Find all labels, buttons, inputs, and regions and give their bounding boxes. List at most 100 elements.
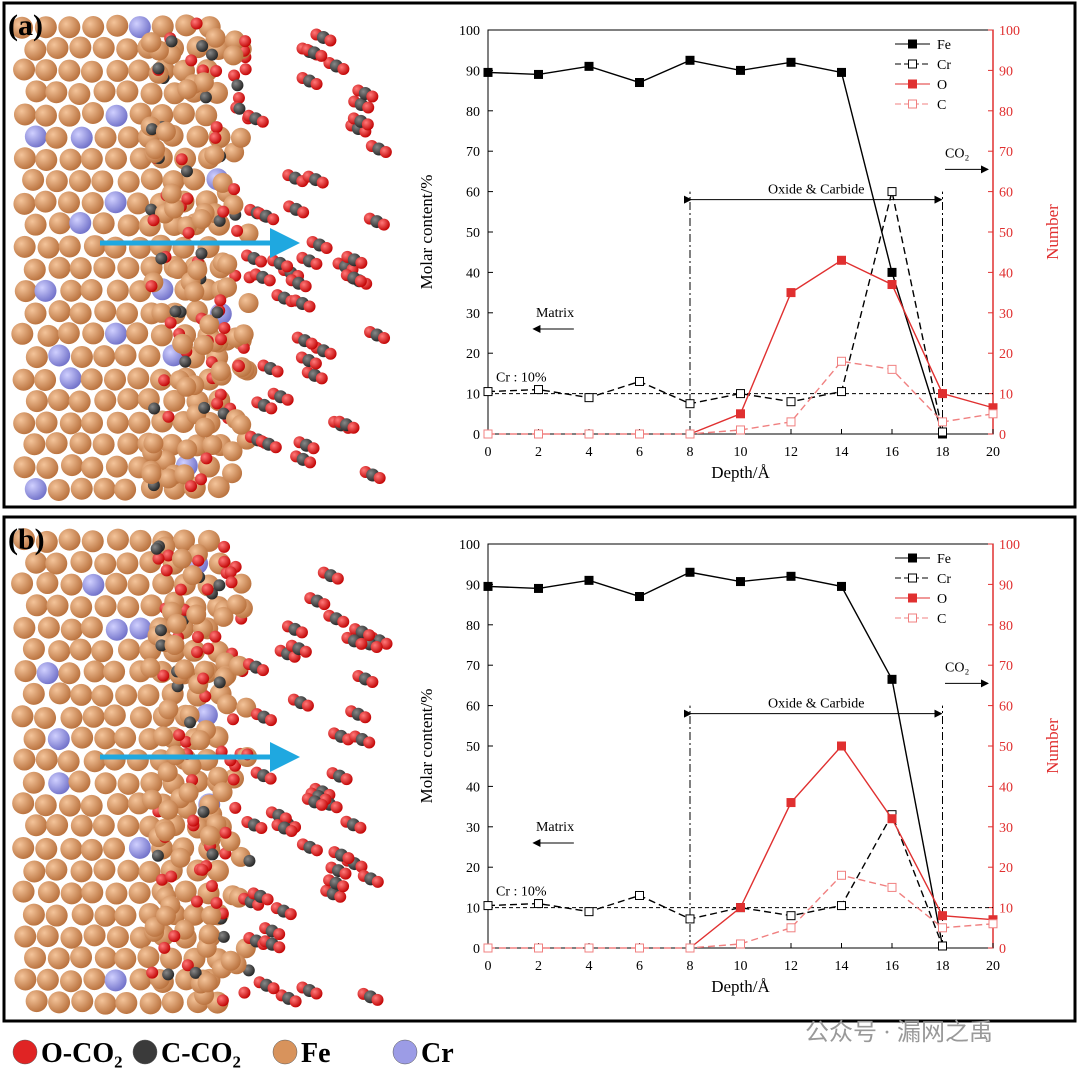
atom <box>172 236 195 259</box>
atom <box>105 882 128 905</box>
atom <box>151 849 164 862</box>
atom <box>106 528 129 551</box>
atom <box>209 630 222 643</box>
atom <box>13 58 36 81</box>
atom <box>228 69 241 82</box>
y2-tick-label: 10 <box>999 902 1013 917</box>
atom <box>164 316 177 329</box>
atom <box>168 930 181 943</box>
data-point <box>938 427 947 437</box>
atom <box>24 946 47 969</box>
atom <box>195 473 208 486</box>
atom <box>137 684 160 707</box>
atom <box>58 16 81 39</box>
atom <box>103 704 126 727</box>
atom <box>58 104 81 127</box>
atom <box>140 82 163 105</box>
data-point <box>584 575 594 585</box>
legend-label: Fe <box>937 552 951 567</box>
data-point <box>837 387 846 397</box>
legend-marker <box>908 613 917 623</box>
atom <box>174 464 195 485</box>
atom <box>158 699 179 720</box>
atom <box>184 281 205 302</box>
atom <box>12 528 35 551</box>
data-point <box>736 409 745 419</box>
atom <box>129 529 152 552</box>
data-point <box>483 943 493 953</box>
atom <box>140 657 161 678</box>
atom <box>34 279 57 302</box>
atom <box>81 881 104 904</box>
data-point <box>483 387 493 397</box>
series-line <box>488 874 994 949</box>
atom <box>47 728 70 751</box>
legend-atom-label: O-CO₂ <box>41 1038 123 1069</box>
atom <box>70 345 93 368</box>
atom <box>128 236 151 259</box>
atom <box>116 38 139 61</box>
data-point <box>483 581 493 591</box>
y-tick-label: 40 <box>466 266 480 281</box>
atom <box>117 214 140 237</box>
atom <box>165 35 178 48</box>
atom <box>194 417 215 438</box>
y-axis-label: Molar content/% <box>417 175 436 290</box>
atom <box>299 645 312 658</box>
atom <box>267 213 280 226</box>
atom <box>201 583 214 596</box>
x-tick-label: 20 <box>986 959 1000 974</box>
atom <box>14 660 37 683</box>
atom <box>210 896 223 909</box>
atom <box>185 480 198 493</box>
atom <box>106 793 129 816</box>
atom <box>186 604 207 625</box>
atom <box>80 147 103 170</box>
atom <box>212 172 233 193</box>
atom <box>117 257 140 280</box>
atom <box>105 455 128 478</box>
atom <box>157 669 170 682</box>
legend-atom <box>12 1039 38 1065</box>
atom <box>12 368 35 391</box>
y-tick-label: 100 <box>459 538 480 553</box>
atom <box>232 360 245 373</box>
atom <box>140 772 163 795</box>
atom <box>193 335 214 356</box>
panel-frame <box>2 515 1077 1023</box>
atom <box>48 300 71 323</box>
atom <box>68 770 91 793</box>
atom <box>45 858 68 881</box>
atom <box>37 324 60 347</box>
atom <box>355 637 368 650</box>
atom <box>145 280 158 293</box>
atom <box>114 904 137 927</box>
atom <box>215 333 228 346</box>
atom <box>214 294 227 307</box>
atom <box>231 224 244 237</box>
atom <box>224 566 237 579</box>
atom <box>36 662 59 685</box>
atom <box>45 81 68 104</box>
atom <box>69 257 92 280</box>
atom <box>70 814 93 837</box>
atom <box>307 442 320 455</box>
atom-image <box>11 14 393 1015</box>
atom <box>69 432 92 455</box>
y2-tick-label: 40 <box>999 266 1013 281</box>
data-point <box>635 78 644 88</box>
data-point <box>786 571 796 581</box>
atom <box>146 966 159 979</box>
atom <box>183 905 204 926</box>
atom <box>48 256 71 279</box>
y2-tick-label: 100 <box>999 24 1020 39</box>
data-point <box>736 65 745 75</box>
atom <box>339 867 352 880</box>
atom <box>35 748 58 771</box>
atom <box>196 748 219 771</box>
atom <box>141 464 162 485</box>
data-point <box>584 429 594 439</box>
atom <box>13 748 36 771</box>
atom <box>91 170 114 193</box>
atom <box>273 928 286 941</box>
